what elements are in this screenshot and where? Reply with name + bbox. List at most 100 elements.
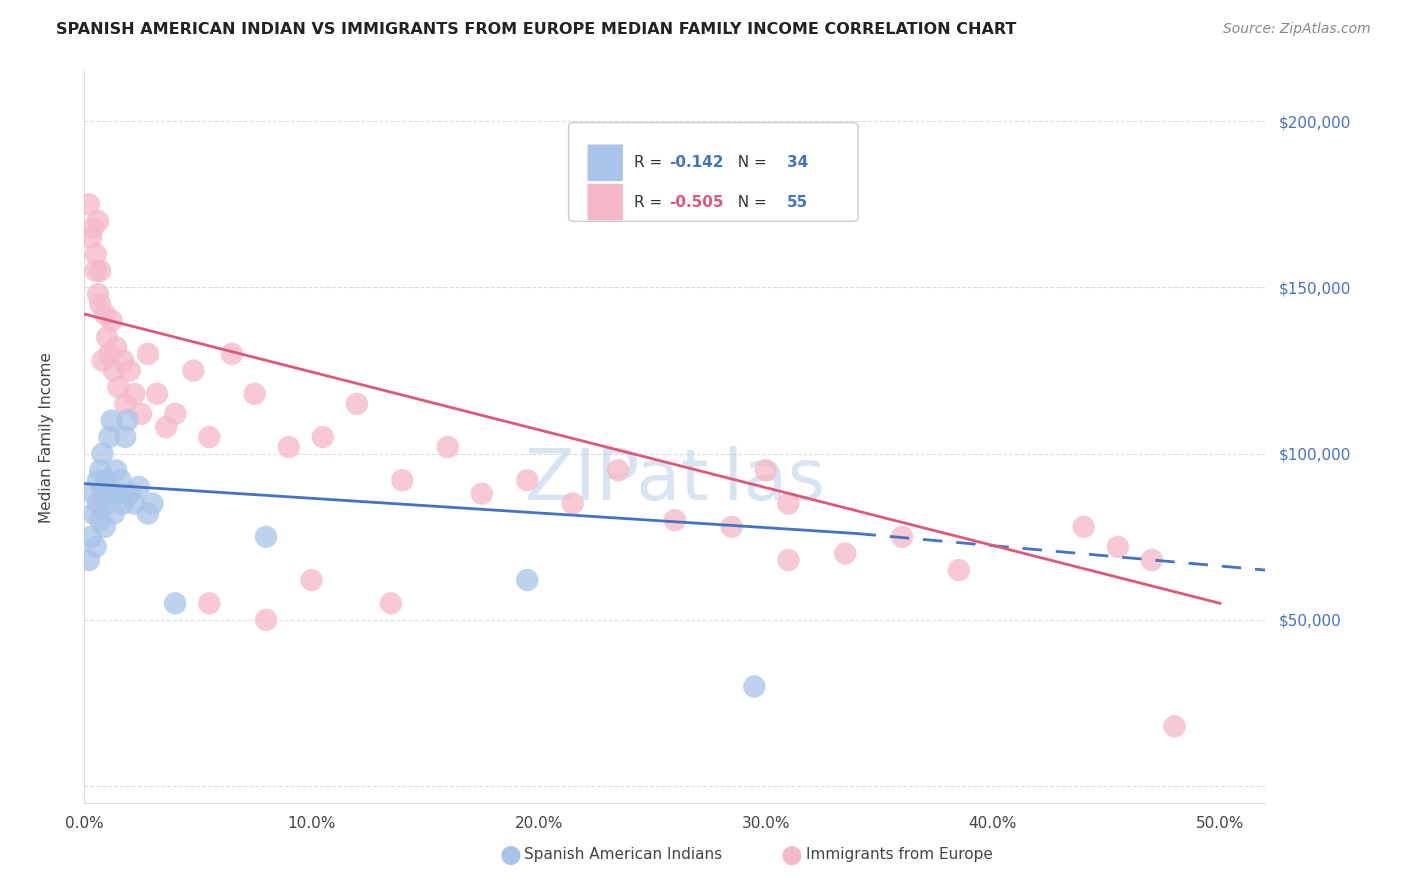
Text: ●: ● [499,843,522,866]
Text: ZIPat las: ZIPat las [524,447,825,516]
Text: R =: R = [634,194,666,210]
Point [107,380,129,394]
Point [948,563,970,577]
Point [1163,719,1185,733]
Point [1073,520,1095,534]
Point [91,353,114,368]
Point [124,497,146,511]
Point [107,486,129,500]
Point [89,297,111,311]
Point [141,497,163,511]
Point [98,430,121,444]
Point [77,197,100,211]
Point [100,413,122,427]
Point [105,463,128,477]
Text: R =: R = [634,155,666,170]
Point [89,264,111,278]
Point [84,540,107,554]
Point [87,473,110,487]
Point [105,340,128,354]
Point [346,397,368,411]
Text: Spanish American Indians: Spanish American Indians [524,847,723,862]
Point [471,486,494,500]
Point [834,546,856,560]
Point [103,507,125,521]
Point [94,480,117,494]
Point [84,247,107,261]
Point [664,513,686,527]
Point [380,596,402,610]
Point [391,473,413,487]
Point [114,397,136,411]
Point [118,486,141,500]
Point [165,596,187,610]
Point [100,314,122,328]
Text: Immigrants from Europe: Immigrants from Europe [806,847,993,862]
Point [77,553,100,567]
Point [436,440,458,454]
Point [198,430,221,444]
Point [96,473,118,487]
Point [124,387,146,401]
FancyBboxPatch shape [588,184,623,220]
Point [87,287,110,301]
Point [89,463,111,477]
Point [146,387,169,401]
Point [136,507,159,521]
Point [312,430,335,444]
Point [891,530,914,544]
Point [96,497,118,511]
Point [118,363,141,377]
Point [755,463,778,477]
Point [129,407,152,421]
Point [778,553,800,567]
Text: Median Family Income: Median Family Income [39,351,53,523]
Text: SPANISH AMERICAN INDIAN VS IMMIGRANTS FROM EUROPE MEDIAN FAMILY INCOME CORRELATI: SPANISH AMERICAN INDIAN VS IMMIGRANTS FR… [56,22,1017,37]
Point [744,680,766,694]
Point [165,407,187,421]
Point [607,463,630,477]
Point [111,353,134,368]
Point [720,520,742,534]
Point [98,347,121,361]
Point [110,473,132,487]
Point [516,573,538,587]
Point [82,507,104,521]
FancyBboxPatch shape [568,122,858,221]
Point [1107,540,1129,554]
Point [561,497,583,511]
Point [94,520,117,534]
Point [1140,553,1163,567]
Point [254,613,277,627]
Point [91,447,114,461]
Point [221,347,243,361]
Point [111,497,134,511]
Text: N =: N = [728,155,772,170]
Point [128,480,150,494]
Point [84,264,107,278]
Text: Source: ZipAtlas.com: Source: ZipAtlas.com [1223,22,1371,37]
Point [277,440,299,454]
Point [91,486,114,500]
Point [89,513,111,527]
Point [155,420,177,434]
Text: 55: 55 [787,194,808,210]
Point [778,497,800,511]
Point [243,387,266,401]
Point [103,363,125,377]
Point [82,486,104,500]
Point [301,573,323,587]
Text: -0.505: -0.505 [669,194,724,210]
Point [82,220,104,235]
Text: 34: 34 [787,155,808,170]
Point [183,363,205,377]
Text: ●: ● [780,843,803,866]
Point [96,330,118,344]
Point [198,596,221,610]
Point [87,214,110,228]
Point [94,307,117,321]
Point [114,430,136,444]
Point [136,347,159,361]
Point [117,413,139,427]
Text: N =: N = [728,194,772,210]
